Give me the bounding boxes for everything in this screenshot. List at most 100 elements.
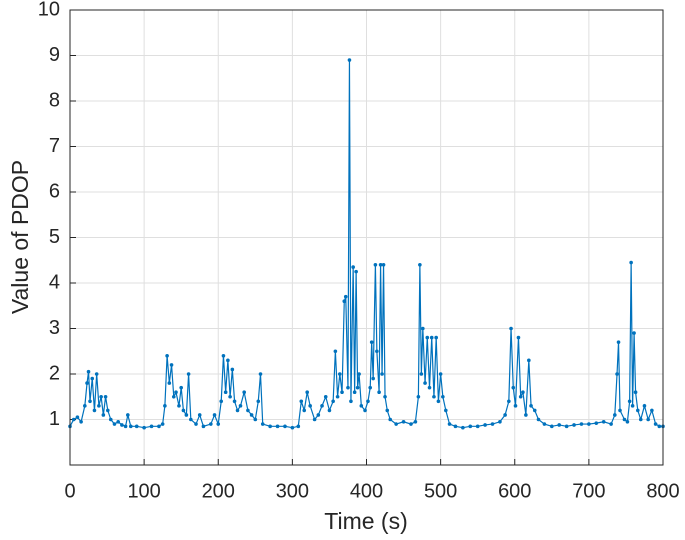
- data-point: [163, 404, 167, 408]
- data-point: [290, 425, 295, 430]
- data-point: [189, 417, 193, 422]
- data-point: [557, 423, 562, 427]
- data-point: [388, 417, 393, 422]
- data-point: [258, 372, 263, 376]
- data-point: [594, 421, 599, 425]
- data-point: [498, 419, 502, 424]
- data-point: [223, 390, 228, 395]
- data-point: [85, 381, 89, 385]
- data-point: [165, 354, 169, 358]
- data-point: [363, 408, 367, 413]
- data-point: [312, 417, 317, 422]
- data-point: [228, 394, 232, 399]
- data-point: [436, 399, 441, 404]
- y-tick-label: 2: [49, 362, 60, 384]
- data-point: [375, 349, 379, 354]
- data-point: [413, 419, 418, 424]
- data-point: [149, 424, 154, 429]
- data-point: [201, 424, 206, 429]
- data-point: [579, 422, 584, 426]
- data-point: [536, 417, 541, 422]
- data-point: [444, 408, 448, 413]
- data-point: [427, 385, 432, 390]
- data-point: [221, 354, 226, 358]
- data-point: [186, 372, 191, 376]
- x-tick-label: 100: [127, 480, 160, 502]
- data-point: [409, 422, 413, 426]
- data-point: [209, 422, 213, 426]
- data-point: [179, 385, 183, 390]
- data-point: [421, 326, 425, 331]
- data-point: [253, 417, 258, 422]
- data-point: [219, 399, 224, 404]
- data-point: [167, 381, 172, 385]
- data-point: [238, 404, 243, 408]
- x-tick-label: 0: [64, 480, 75, 502]
- data-point: [516, 335, 521, 340]
- data-point: [342, 299, 347, 304]
- data-point: [511, 385, 516, 390]
- data-point: [246, 408, 250, 413]
- data-point: [527, 358, 531, 363]
- data-point: [635, 408, 640, 413]
- y-axis-label: Value of PDOP: [7, 160, 33, 314]
- data-point: [646, 417, 650, 422]
- data-point: [503, 413, 507, 417]
- data-point: [518, 394, 523, 399]
- data-point: [378, 263, 383, 267]
- data-point: [371, 376, 375, 381]
- grid: [69, 9, 664, 465]
- data-point: [513, 404, 518, 408]
- data-point: [483, 423, 487, 427]
- x-tick-label: 700: [572, 480, 605, 502]
- data-point: [630, 404, 635, 408]
- data-point: [475, 424, 480, 429]
- data-point: [112, 422, 117, 426]
- y-tick-label: 9: [49, 44, 60, 66]
- data-point: [587, 422, 591, 426]
- data-point: [320, 404, 324, 408]
- data-point: [71, 417, 76, 422]
- data-point: [490, 422, 495, 426]
- data-point: [355, 385, 360, 390]
- data-point: [441, 394, 445, 399]
- data-point: [507, 399, 511, 404]
- data-point: [509, 326, 513, 331]
- data-point: [461, 425, 465, 430]
- x-axis-label: Time (s): [324, 508, 407, 534]
- data-point: [381, 263, 386, 267]
- data-point: [633, 390, 638, 395]
- data-point: [123, 424, 128, 429]
- data-point: [629, 260, 633, 265]
- data-point: [235, 408, 240, 413]
- data-point: [572, 423, 576, 427]
- data-point: [416, 394, 421, 399]
- data-point: [368, 385, 373, 390]
- data-point: [226, 358, 230, 363]
- data-point: [92, 408, 97, 413]
- data-point: [625, 419, 630, 424]
- data-point: [532, 408, 537, 413]
- data-point: [622, 417, 627, 422]
- data-point: [160, 422, 165, 426]
- data-point: [101, 413, 106, 417]
- data-point: [343, 294, 348, 299]
- data-point: [653, 422, 658, 426]
- data-point: [338, 372, 342, 376]
- data-point: [529, 404, 533, 408]
- y-tick-label: 8: [49, 89, 60, 111]
- y-tick-label: 6: [49, 180, 60, 202]
- data-point: [419, 372, 424, 376]
- data-point: [142, 425, 146, 430]
- data-point: [108, 417, 113, 422]
- x-tick-label: 200: [202, 480, 235, 502]
- data-point: [438, 372, 443, 376]
- data-point: [418, 263, 422, 267]
- data-point: [550, 424, 554, 429]
- data-point: [103, 394, 108, 399]
- data-point: [632, 331, 636, 335]
- data-point: [90, 376, 95, 381]
- data-point: [260, 422, 265, 426]
- data-point: [194, 422, 198, 426]
